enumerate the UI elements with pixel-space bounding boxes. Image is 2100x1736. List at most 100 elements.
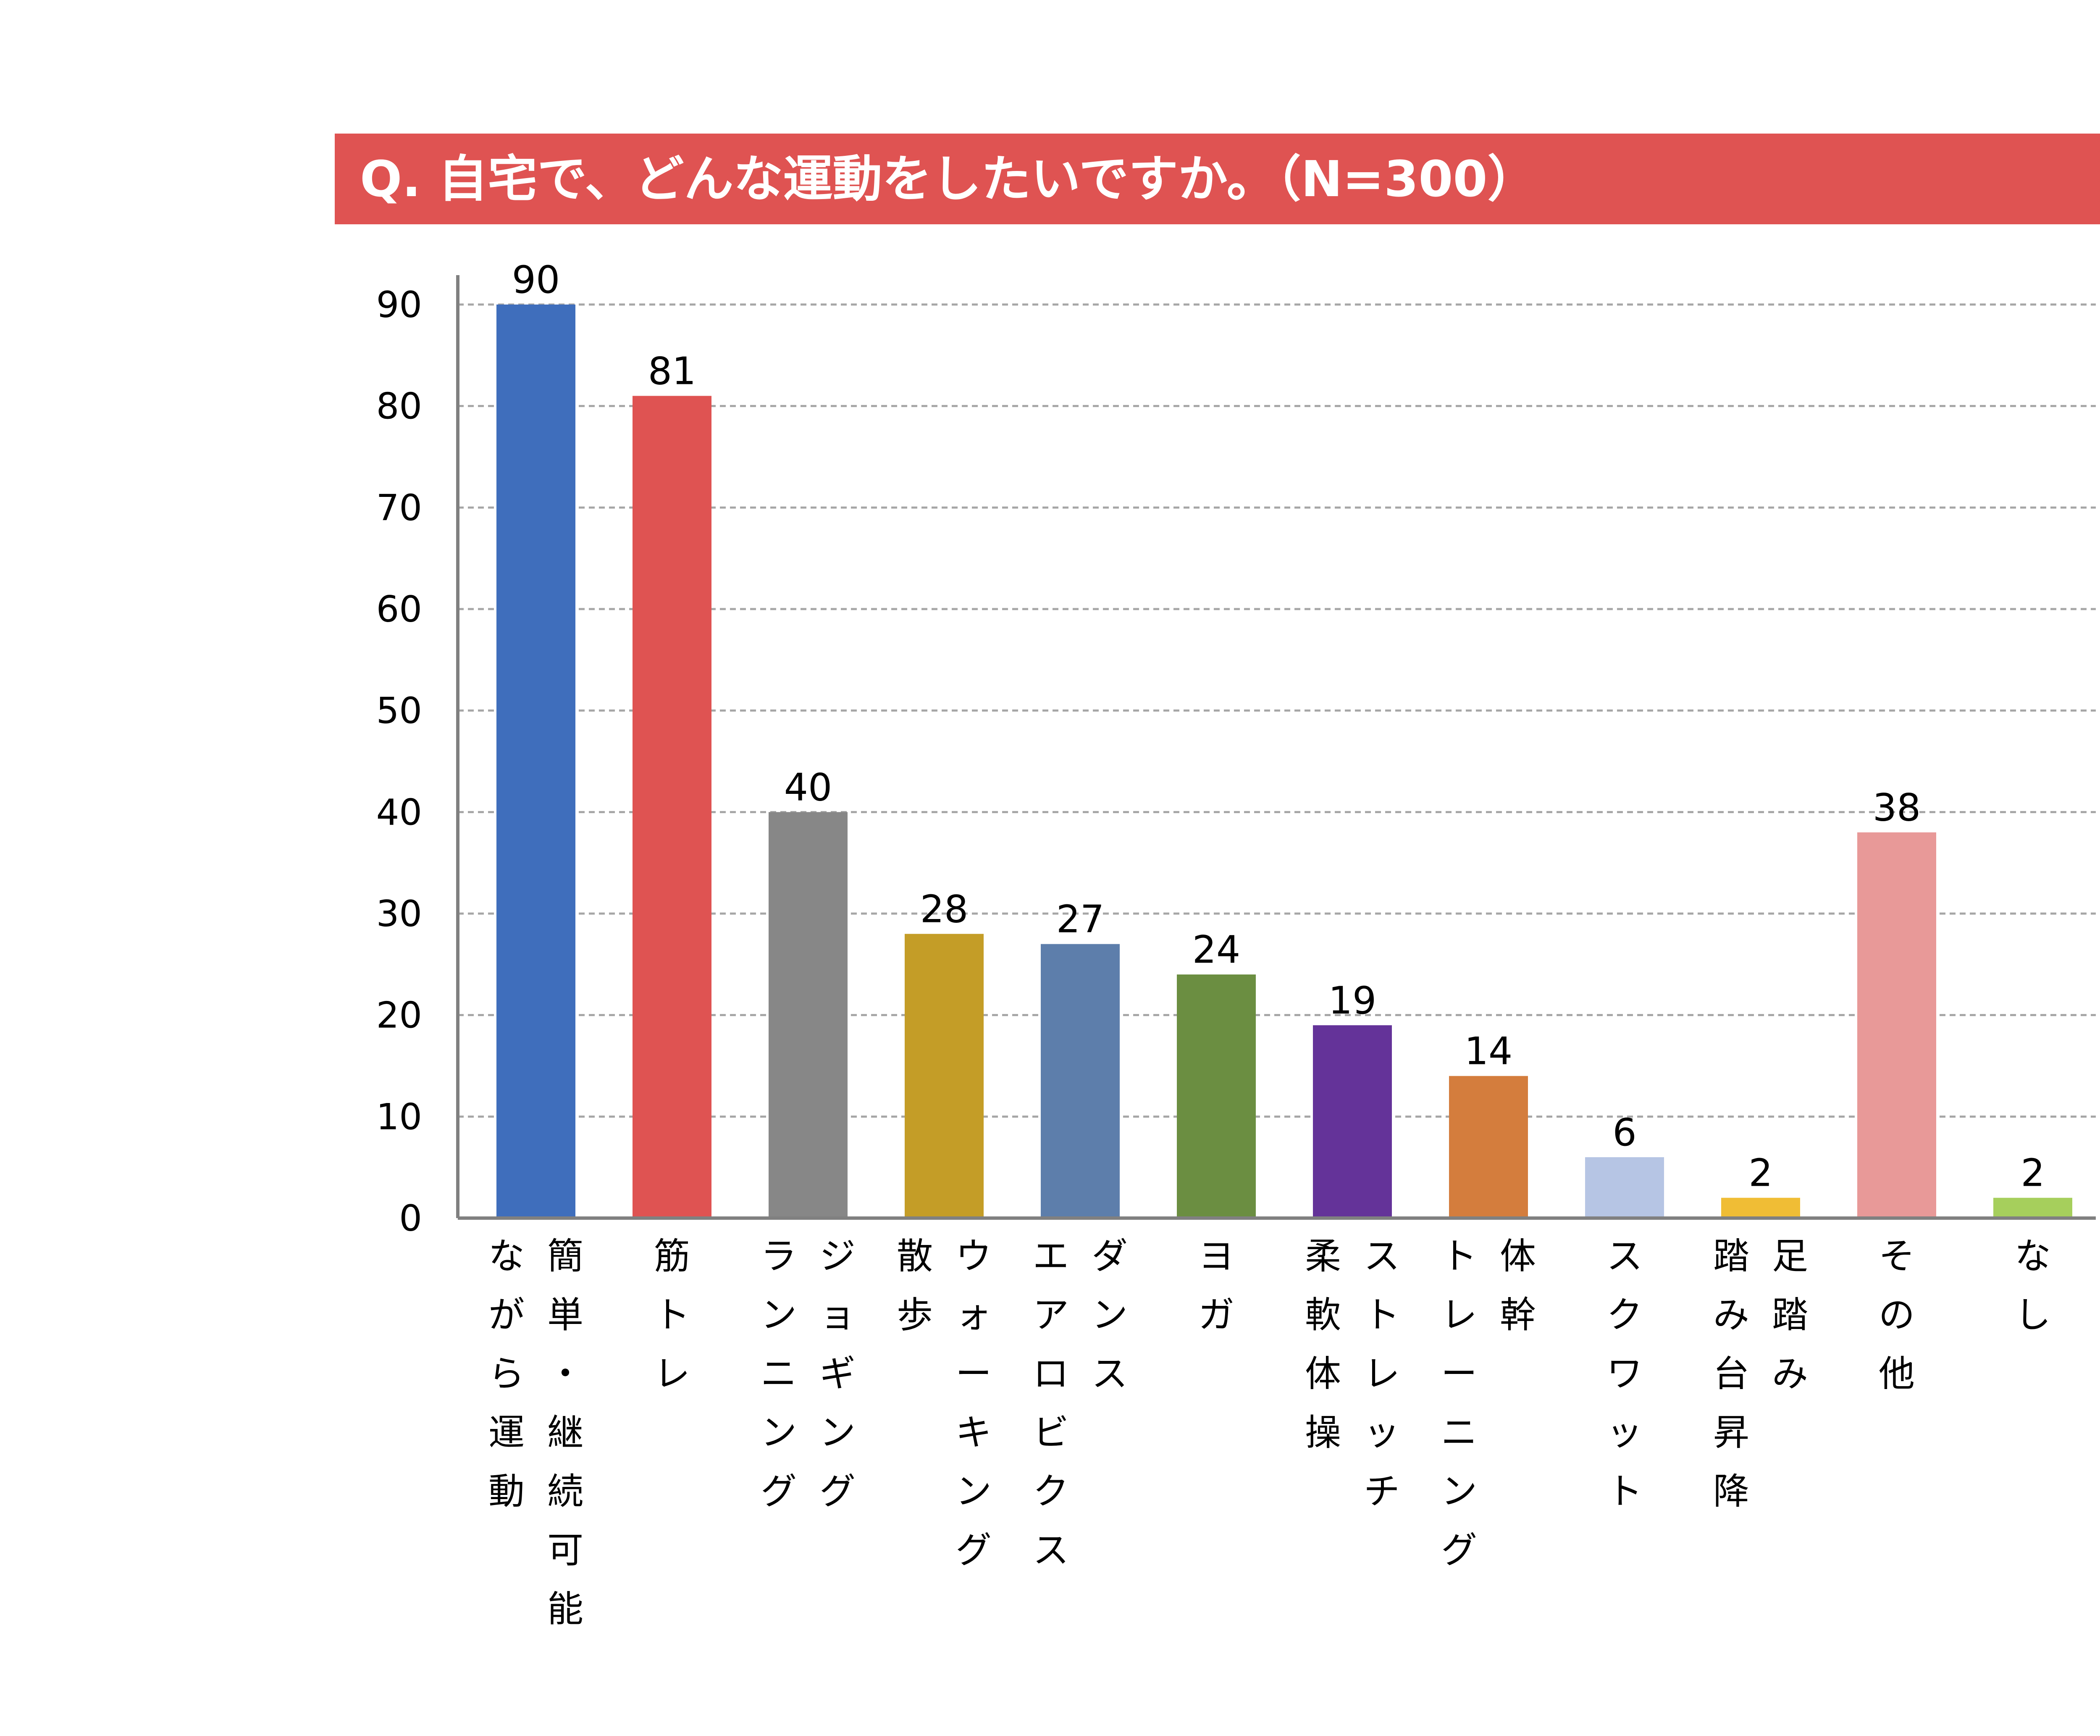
category-label-char: ニ <box>761 1353 797 1395</box>
category-label-char: ウ <box>956 1235 992 1277</box>
category-label-char: 可 <box>547 1529 583 1571</box>
category-label-char: ン <box>956 1471 992 1513</box>
bar <box>496 305 575 1218</box>
category-label-char: み <box>1713 1294 1749 1336</box>
bar <box>1721 1198 1800 1218</box>
y-tick-label: 60 <box>376 588 422 630</box>
axes <box>456 275 2096 1220</box>
data-label: 14 <box>1465 1030 1513 1074</box>
category-label-char: ク <box>1606 1294 1643 1336</box>
chart-title: Q. 自宅で、どんな運動をしたいですか。（N=300） <box>360 150 1537 208</box>
bar <box>905 934 984 1218</box>
category-label-char: ッ <box>1606 1412 1643 1454</box>
category-label-char: ー <box>956 1353 992 1395</box>
y-tick-label: 80 <box>376 386 422 428</box>
category-label-char: チ <box>1364 1471 1400 1513</box>
category-label-char: レ <box>1364 1353 1400 1395</box>
category-label-char: グ <box>761 1471 797 1513</box>
category-label-char: な <box>488 1235 525 1277</box>
category-label-char: 台 <box>1713 1353 1749 1395</box>
category-label-char: 他 <box>1879 1353 1915 1395</box>
category-label-char: 軟 <box>1305 1294 1341 1336</box>
data-label: 81 <box>648 349 696 394</box>
category-label-char: ア <box>1033 1294 1069 1336</box>
bar <box>1041 944 1120 1218</box>
category-label-char: ら <box>488 1353 525 1395</box>
data-label: 2 <box>1748 1151 1772 1195</box>
data-label: 24 <box>1192 928 1241 972</box>
category-label-char: 柔 <box>1305 1235 1341 1277</box>
category-label-char: グ <box>1441 1529 1477 1571</box>
data-label: 2 <box>2021 1151 2045 1195</box>
data-label: 90 <box>512 258 560 302</box>
bar <box>633 396 711 1218</box>
y-tick-label: 70 <box>376 487 422 529</box>
category-label-char: 簡 <box>547 1235 583 1277</box>
category-label-char: 運 <box>488 1412 525 1454</box>
category-label-char: グ <box>819 1471 856 1513</box>
category-label-char: 歩 <box>897 1294 933 1336</box>
category-label-char: 幹 <box>1500 1294 1536 1336</box>
bar <box>769 812 848 1218</box>
category-label-char: ワ <box>1606 1353 1643 1395</box>
category-label-char: ン <box>761 1294 797 1336</box>
y-tick-label: 30 <box>376 893 422 935</box>
category-label-char: ト <box>1364 1294 1400 1336</box>
y-axis-ticks: 0 10 20 30 40 50 60 70 80 90 <box>376 284 422 1240</box>
category-label-char: 体 <box>1500 1235 1536 1277</box>
category-label-char: ジ <box>819 1235 856 1277</box>
category-label-char: 昇 <box>1713 1412 1749 1454</box>
category-label-char: レ <box>1441 1294 1477 1336</box>
category-label-char: 単 <box>547 1294 583 1336</box>
category-label-char: レ <box>654 1353 690 1395</box>
category-label-char: ス <box>1033 1529 1069 1571</box>
category-label-char: グ <box>956 1529 992 1571</box>
category-label-char: 継 <box>547 1412 583 1454</box>
category-label-char: ン <box>761 1412 797 1454</box>
data-label: 38 <box>1873 786 1921 830</box>
data-label: 28 <box>920 887 969 931</box>
category-label-char: 体 <box>1305 1353 1341 1395</box>
category-label-char: ダ <box>1092 1235 1128 1277</box>
bar <box>1857 832 1936 1218</box>
category-label-char: ー <box>1441 1353 1477 1395</box>
category-labels: 簡単・継続可能ながら運動筋トレジョギングランニングウォーキング散歩ダンスエアロビ… <box>488 1235 2051 1630</box>
category-label-char: ス <box>1092 1353 1128 1395</box>
y-tick-label: 20 <box>376 995 422 1037</box>
title-banner: Q. 自宅で、どんな運動をしたいですか。（N=300） <box>335 134 2100 224</box>
category-label-char: ス <box>1364 1235 1400 1277</box>
category-label-char: ク <box>1033 1471 1069 1513</box>
category-label-char: ォ <box>956 1294 992 1336</box>
category-label-char: 踏 <box>1772 1294 1808 1336</box>
category-label-char: ヨ <box>1198 1235 1234 1277</box>
category-label-char: ラ <box>761 1235 797 1277</box>
category-label-char: ニ <box>1441 1412 1477 1454</box>
category-label-char: 続 <box>547 1471 583 1513</box>
data-label: 40 <box>784 765 832 809</box>
category-label-char: ト <box>654 1294 690 1336</box>
data-label: 6 <box>1612 1111 1636 1155</box>
category-label-char: な <box>2015 1235 2051 1277</box>
category-label-char: そ <box>1879 1235 1915 1277</box>
category-label-char: み <box>1772 1353 1808 1395</box>
category-label-char: 降 <box>1713 1471 1749 1513</box>
category-label-char: ビ <box>1033 1412 1069 1454</box>
y-tick-label: 10 <box>376 1096 422 1138</box>
category-label-char: 踏 <box>1713 1235 1749 1277</box>
category-label-char: ス <box>1606 1235 1643 1277</box>
y-tick-label: 90 <box>376 284 422 326</box>
category-label-char: エ <box>1033 1235 1069 1277</box>
category-label-char: ト <box>1606 1471 1643 1513</box>
y-tick-label: 50 <box>376 690 422 732</box>
category-label-char: し <box>2015 1294 2051 1336</box>
y-tick-label: 0 <box>399 1198 422 1240</box>
data-labels: 90 81 40 28 27 24 19 14 6 2 38 2 <box>512 258 2045 1195</box>
data-label: 19 <box>1328 979 1377 1023</box>
category-label-char: ロ <box>1033 1353 1069 1395</box>
bar <box>1585 1157 1664 1218</box>
category-label-char: ガ <box>1198 1294 1234 1336</box>
data-label: 27 <box>1056 898 1105 942</box>
bar <box>1449 1076 1528 1218</box>
y-tick-label: 40 <box>376 791 422 833</box>
